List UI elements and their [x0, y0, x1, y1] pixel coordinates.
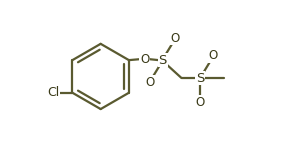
- Text: O: O: [145, 76, 155, 89]
- Text: O: O: [140, 53, 149, 66]
- Text: O: O: [208, 49, 218, 62]
- Text: S: S: [196, 71, 205, 84]
- Text: Cl: Cl: [47, 86, 59, 99]
- Text: S: S: [158, 54, 167, 67]
- Text: O: O: [196, 96, 205, 109]
- Text: O: O: [170, 32, 180, 44]
